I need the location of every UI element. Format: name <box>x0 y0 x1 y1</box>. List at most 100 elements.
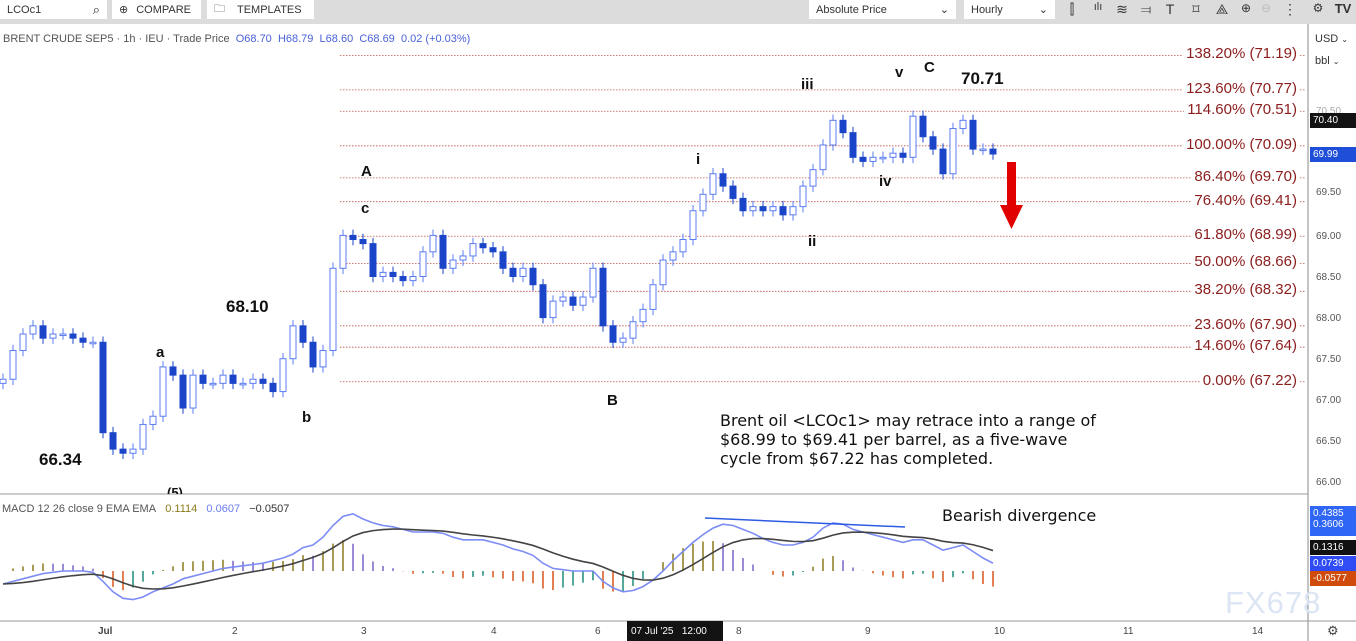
candle[interactable] <box>159 366 167 417</box>
candle[interactable] <box>349 234 357 241</box>
crosshair-icon[interactable]: ⫤ <box>1140 1 1152 17</box>
candle[interactable] <box>549 300 557 319</box>
candle[interactable] <box>829 119 837 146</box>
studies-icon[interactable]: ≋ <box>1116 1 1128 17</box>
candle[interactable] <box>259 378 267 384</box>
candle[interactable] <box>739 197 747 212</box>
candle[interactable] <box>479 243 487 249</box>
zoom-in-icon[interactable]: ⊕ <box>1240 1 1252 15</box>
candle[interactable] <box>449 259 457 269</box>
search-icon[interactable]: ⌕ <box>92 1 100 17</box>
candle[interactable] <box>839 119 847 134</box>
candle[interactable] <box>569 296 577 306</box>
compare-button[interactable]: ⊕ COMPARE <box>112 0 201 19</box>
candle[interactable] <box>269 382 277 393</box>
candle[interactable] <box>859 156 867 162</box>
candle[interactable] <box>219 374 227 384</box>
candle[interactable] <box>689 210 697 241</box>
candle[interactable] <box>129 448 137 454</box>
candle[interactable] <box>139 423 147 450</box>
candles-icon[interactable]: ⫿ <box>1069 1 1075 17</box>
candle[interactable] <box>759 206 767 212</box>
candle[interactable] <box>99 341 107 434</box>
candle[interactable] <box>109 432 117 450</box>
candle[interactable] <box>869 156 877 162</box>
currency-select[interactable]: USD ⌄ <box>1315 33 1348 45</box>
candle[interactable] <box>419 251 427 277</box>
candle[interactable] <box>559 296 567 302</box>
rectangle-icon[interactable]: ⌑ <box>1192 1 1200 17</box>
candle[interactable] <box>119 448 127 454</box>
candle[interactable] <box>199 374 207 384</box>
candle[interactable] <box>279 358 287 393</box>
candle[interactable] <box>769 206 777 212</box>
candle[interactable] <box>519 267 527 277</box>
candle[interactable] <box>599 267 607 327</box>
candle[interactable] <box>489 247 497 253</box>
candle[interactable] <box>229 374 237 384</box>
candle[interactable] <box>439 234 447 269</box>
candle[interactable] <box>339 234 347 269</box>
candle[interactable] <box>369 243 377 277</box>
zoom-out-icon[interactable]: ⊖ <box>1260 1 1272 15</box>
candle[interactable] <box>919 115 927 138</box>
candle[interactable] <box>19 333 27 351</box>
candle[interactable] <box>499 251 507 269</box>
candle[interactable] <box>429 234 437 253</box>
candle[interactable] <box>649 284 657 310</box>
candle[interactable] <box>459 255 467 261</box>
unit-select[interactable]: bbl ⌄ <box>1315 55 1339 67</box>
candle[interactable] <box>779 206 787 216</box>
candle[interactable] <box>809 169 817 187</box>
candle[interactable] <box>699 193 707 212</box>
candle[interactable] <box>209 382 217 386</box>
candle[interactable] <box>589 267 597 298</box>
candle[interactable] <box>789 206 797 216</box>
candle[interactable] <box>169 366 177 376</box>
candle[interactable] <box>729 185 737 199</box>
candle[interactable] <box>899 152 907 158</box>
candle[interactable] <box>969 119 977 150</box>
candle[interactable] <box>309 341 317 368</box>
candle[interactable] <box>659 259 667 286</box>
price-mode-select[interactable]: Absolute Price ⌄ <box>809 0 956 19</box>
candle[interactable] <box>679 239 687 253</box>
candle[interactable] <box>539 284 547 319</box>
candle[interactable] <box>639 308 647 323</box>
candle[interactable] <box>579 296 587 306</box>
candle[interactable] <box>389 271 397 278</box>
candle[interactable] <box>29 325 37 335</box>
candle[interactable] <box>0 378 7 384</box>
candle[interactable] <box>889 152 897 158</box>
candle[interactable] <box>329 267 337 351</box>
candle[interactable] <box>939 148 947 175</box>
candle[interactable] <box>989 148 997 155</box>
candle[interactable] <box>359 239 367 245</box>
candle[interactable] <box>469 243 477 257</box>
candle[interactable] <box>79 337 87 343</box>
candle[interactable] <box>929 136 937 150</box>
candle[interactable] <box>39 325 47 339</box>
candle[interactable] <box>189 374 197 409</box>
templates-button[interactable]: 🗀 TEMPLATES <box>207 0 314 19</box>
candle[interactable] <box>249 378 257 384</box>
axis-settings-icon[interactable]: ⚙ <box>1327 623 1339 638</box>
settings-icon[interactable]: ⚙ <box>1312 1 1324 15</box>
candle[interactable] <box>669 251 677 261</box>
candle[interactable] <box>9 349 17 380</box>
candle[interactable] <box>909 115 917 158</box>
candle[interactable] <box>319 349 327 368</box>
candle[interactable] <box>879 156 887 160</box>
candle[interactable] <box>299 325 307 343</box>
candle[interactable] <box>149 415 157 425</box>
candle[interactable] <box>399 276 407 282</box>
candle[interactable] <box>289 325 297 360</box>
candle[interactable] <box>239 382 247 386</box>
candle[interactable] <box>529 267 537 286</box>
candle[interactable] <box>709 173 717 195</box>
candle[interactable] <box>49 333 57 339</box>
candle[interactable] <box>379 271 387 278</box>
candle[interactable] <box>959 119 967 130</box>
candle[interactable] <box>719 173 727 187</box>
